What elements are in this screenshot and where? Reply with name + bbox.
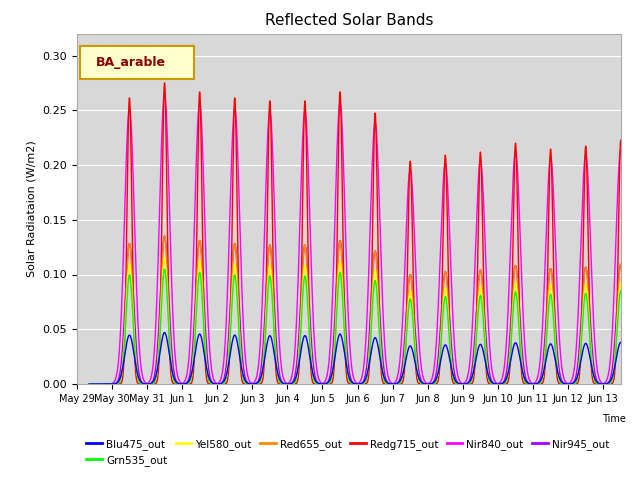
Text: BA_arable: BA_arable bbox=[96, 56, 166, 69]
Y-axis label: Solar Radiataion (W/m2): Solar Radiataion (W/m2) bbox=[27, 141, 36, 277]
Legend: Blu475_out, Grn535_out, Yel580_out, Red655_out, Redg715_out, Nir840_out, Nir945_: Blu475_out, Grn535_out, Yel580_out, Red6… bbox=[82, 435, 613, 470]
Text: Time: Time bbox=[602, 414, 626, 424]
FancyBboxPatch shape bbox=[79, 46, 194, 79]
Title: Reflected Solar Bands: Reflected Solar Bands bbox=[264, 13, 433, 28]
